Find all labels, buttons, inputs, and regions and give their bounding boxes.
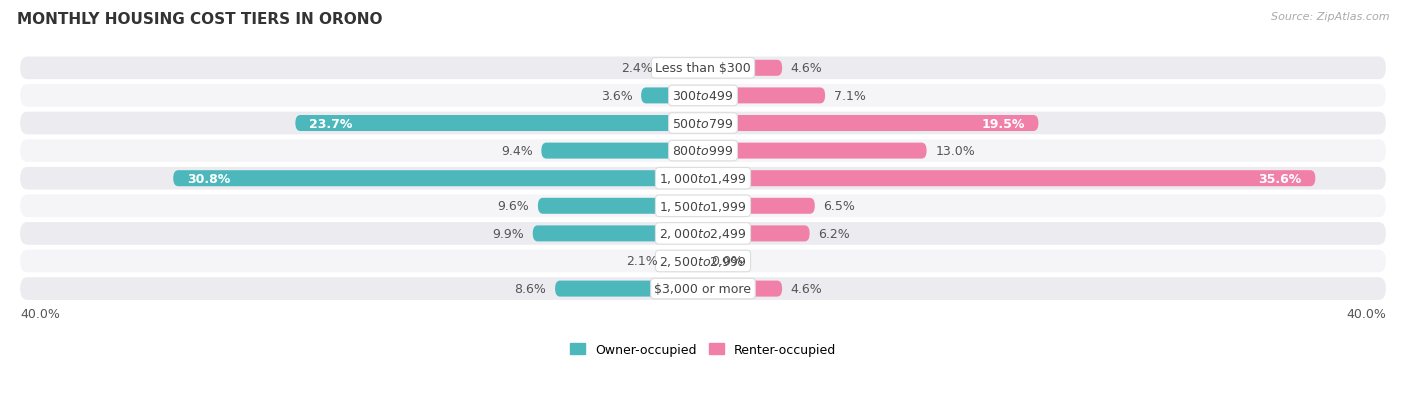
Text: $2,500 to $2,999: $2,500 to $2,999 — [659, 254, 747, 268]
FancyBboxPatch shape — [703, 281, 782, 297]
Text: $500 to $799: $500 to $799 — [672, 117, 734, 130]
Text: 9.4%: 9.4% — [501, 145, 533, 158]
Text: 2.1%: 2.1% — [627, 255, 658, 268]
Text: Less than $300: Less than $300 — [655, 62, 751, 75]
Text: 40.0%: 40.0% — [1346, 308, 1386, 320]
FancyBboxPatch shape — [20, 223, 1386, 245]
FancyBboxPatch shape — [20, 57, 1386, 80]
Text: 19.5%: 19.5% — [981, 117, 1025, 130]
FancyBboxPatch shape — [20, 168, 1386, 190]
Text: 7.1%: 7.1% — [834, 90, 866, 103]
Text: $2,000 to $2,499: $2,000 to $2,499 — [659, 227, 747, 241]
FancyBboxPatch shape — [555, 281, 703, 297]
Text: $300 to $499: $300 to $499 — [672, 90, 734, 103]
Text: 3.6%: 3.6% — [600, 90, 633, 103]
Text: 4.6%: 4.6% — [790, 282, 823, 295]
FancyBboxPatch shape — [666, 253, 703, 269]
FancyBboxPatch shape — [20, 278, 1386, 300]
FancyBboxPatch shape — [20, 112, 1386, 135]
Legend: Owner-occupied, Renter-occupied: Owner-occupied, Renter-occupied — [565, 338, 841, 361]
FancyBboxPatch shape — [173, 171, 703, 187]
Text: 35.6%: 35.6% — [1258, 172, 1302, 185]
FancyBboxPatch shape — [20, 85, 1386, 107]
FancyBboxPatch shape — [541, 143, 703, 159]
Text: 4.6%: 4.6% — [790, 62, 823, 75]
Text: 9.9%: 9.9% — [492, 227, 524, 240]
Text: 2.4%: 2.4% — [621, 62, 654, 75]
Text: 13.0%: 13.0% — [935, 145, 974, 158]
Text: $1,000 to $1,499: $1,000 to $1,499 — [659, 172, 747, 186]
FancyBboxPatch shape — [641, 88, 703, 104]
FancyBboxPatch shape — [703, 198, 815, 214]
FancyBboxPatch shape — [703, 88, 825, 104]
FancyBboxPatch shape — [533, 226, 703, 242]
Text: MONTHLY HOUSING COST TIERS IN ORONO: MONTHLY HOUSING COST TIERS IN ORONO — [17, 12, 382, 27]
Text: Source: ZipAtlas.com: Source: ZipAtlas.com — [1271, 12, 1389, 22]
Text: 6.5%: 6.5% — [824, 200, 855, 213]
FancyBboxPatch shape — [703, 226, 810, 242]
Text: 6.2%: 6.2% — [818, 227, 851, 240]
FancyBboxPatch shape — [703, 171, 1316, 187]
Text: 8.6%: 8.6% — [515, 282, 547, 295]
FancyBboxPatch shape — [20, 250, 1386, 273]
FancyBboxPatch shape — [20, 195, 1386, 218]
Text: $800 to $999: $800 to $999 — [672, 145, 734, 158]
FancyBboxPatch shape — [662, 61, 703, 77]
Text: 9.6%: 9.6% — [498, 200, 529, 213]
FancyBboxPatch shape — [538, 198, 703, 214]
FancyBboxPatch shape — [295, 116, 703, 132]
Text: $3,000 or more: $3,000 or more — [655, 282, 751, 295]
Text: 30.8%: 30.8% — [187, 172, 231, 185]
FancyBboxPatch shape — [703, 143, 927, 159]
Text: 40.0%: 40.0% — [20, 308, 60, 320]
Text: 23.7%: 23.7% — [309, 117, 353, 130]
Text: $1,500 to $1,999: $1,500 to $1,999 — [659, 199, 747, 213]
FancyBboxPatch shape — [703, 61, 782, 77]
FancyBboxPatch shape — [20, 140, 1386, 163]
FancyBboxPatch shape — [703, 116, 1039, 132]
Text: 0.0%: 0.0% — [711, 255, 744, 268]
